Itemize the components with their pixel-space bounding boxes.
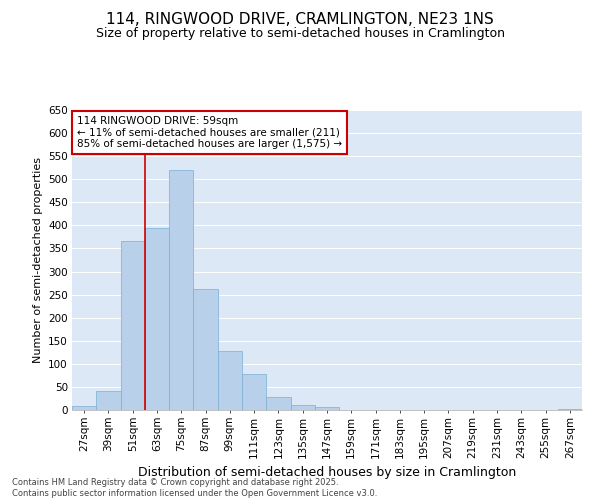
Bar (315, 407, 339, 410)
Bar (96, 390, 121, 410)
Bar (242, 374, 266, 410)
Bar (72, 406, 96, 410)
Bar (558, 409, 582, 410)
Bar (218, 351, 242, 410)
Text: 114, RINGWOOD DRIVE, CRAMLINGTON, NE23 1NS: 114, RINGWOOD DRIVE, CRAMLINGTON, NE23 1… (106, 12, 494, 28)
Text: Contains HM Land Registry data © Crown copyright and database right 2025.
Contai: Contains HM Land Registry data © Crown c… (12, 478, 377, 498)
Bar (193, 288, 218, 410)
Bar (169, 170, 193, 410)
Bar (266, 397, 290, 410)
Text: Size of property relative to semi-detached houses in Cramlington: Size of property relative to semi-detach… (95, 28, 505, 40)
Bar (121, 240, 145, 410)
Bar (290, 406, 315, 410)
Bar (145, 228, 169, 410)
Text: 114 RINGWOOD DRIVE: 59sqm
← 11% of semi-detached houses are smaller (211)
85% of: 114 RINGWOOD DRIVE: 59sqm ← 11% of semi-… (77, 116, 342, 149)
X-axis label: Distribution of semi-detached houses by size in Cramlington: Distribution of semi-detached houses by … (138, 466, 516, 479)
Y-axis label: Number of semi-detached properties: Number of semi-detached properties (32, 157, 43, 363)
